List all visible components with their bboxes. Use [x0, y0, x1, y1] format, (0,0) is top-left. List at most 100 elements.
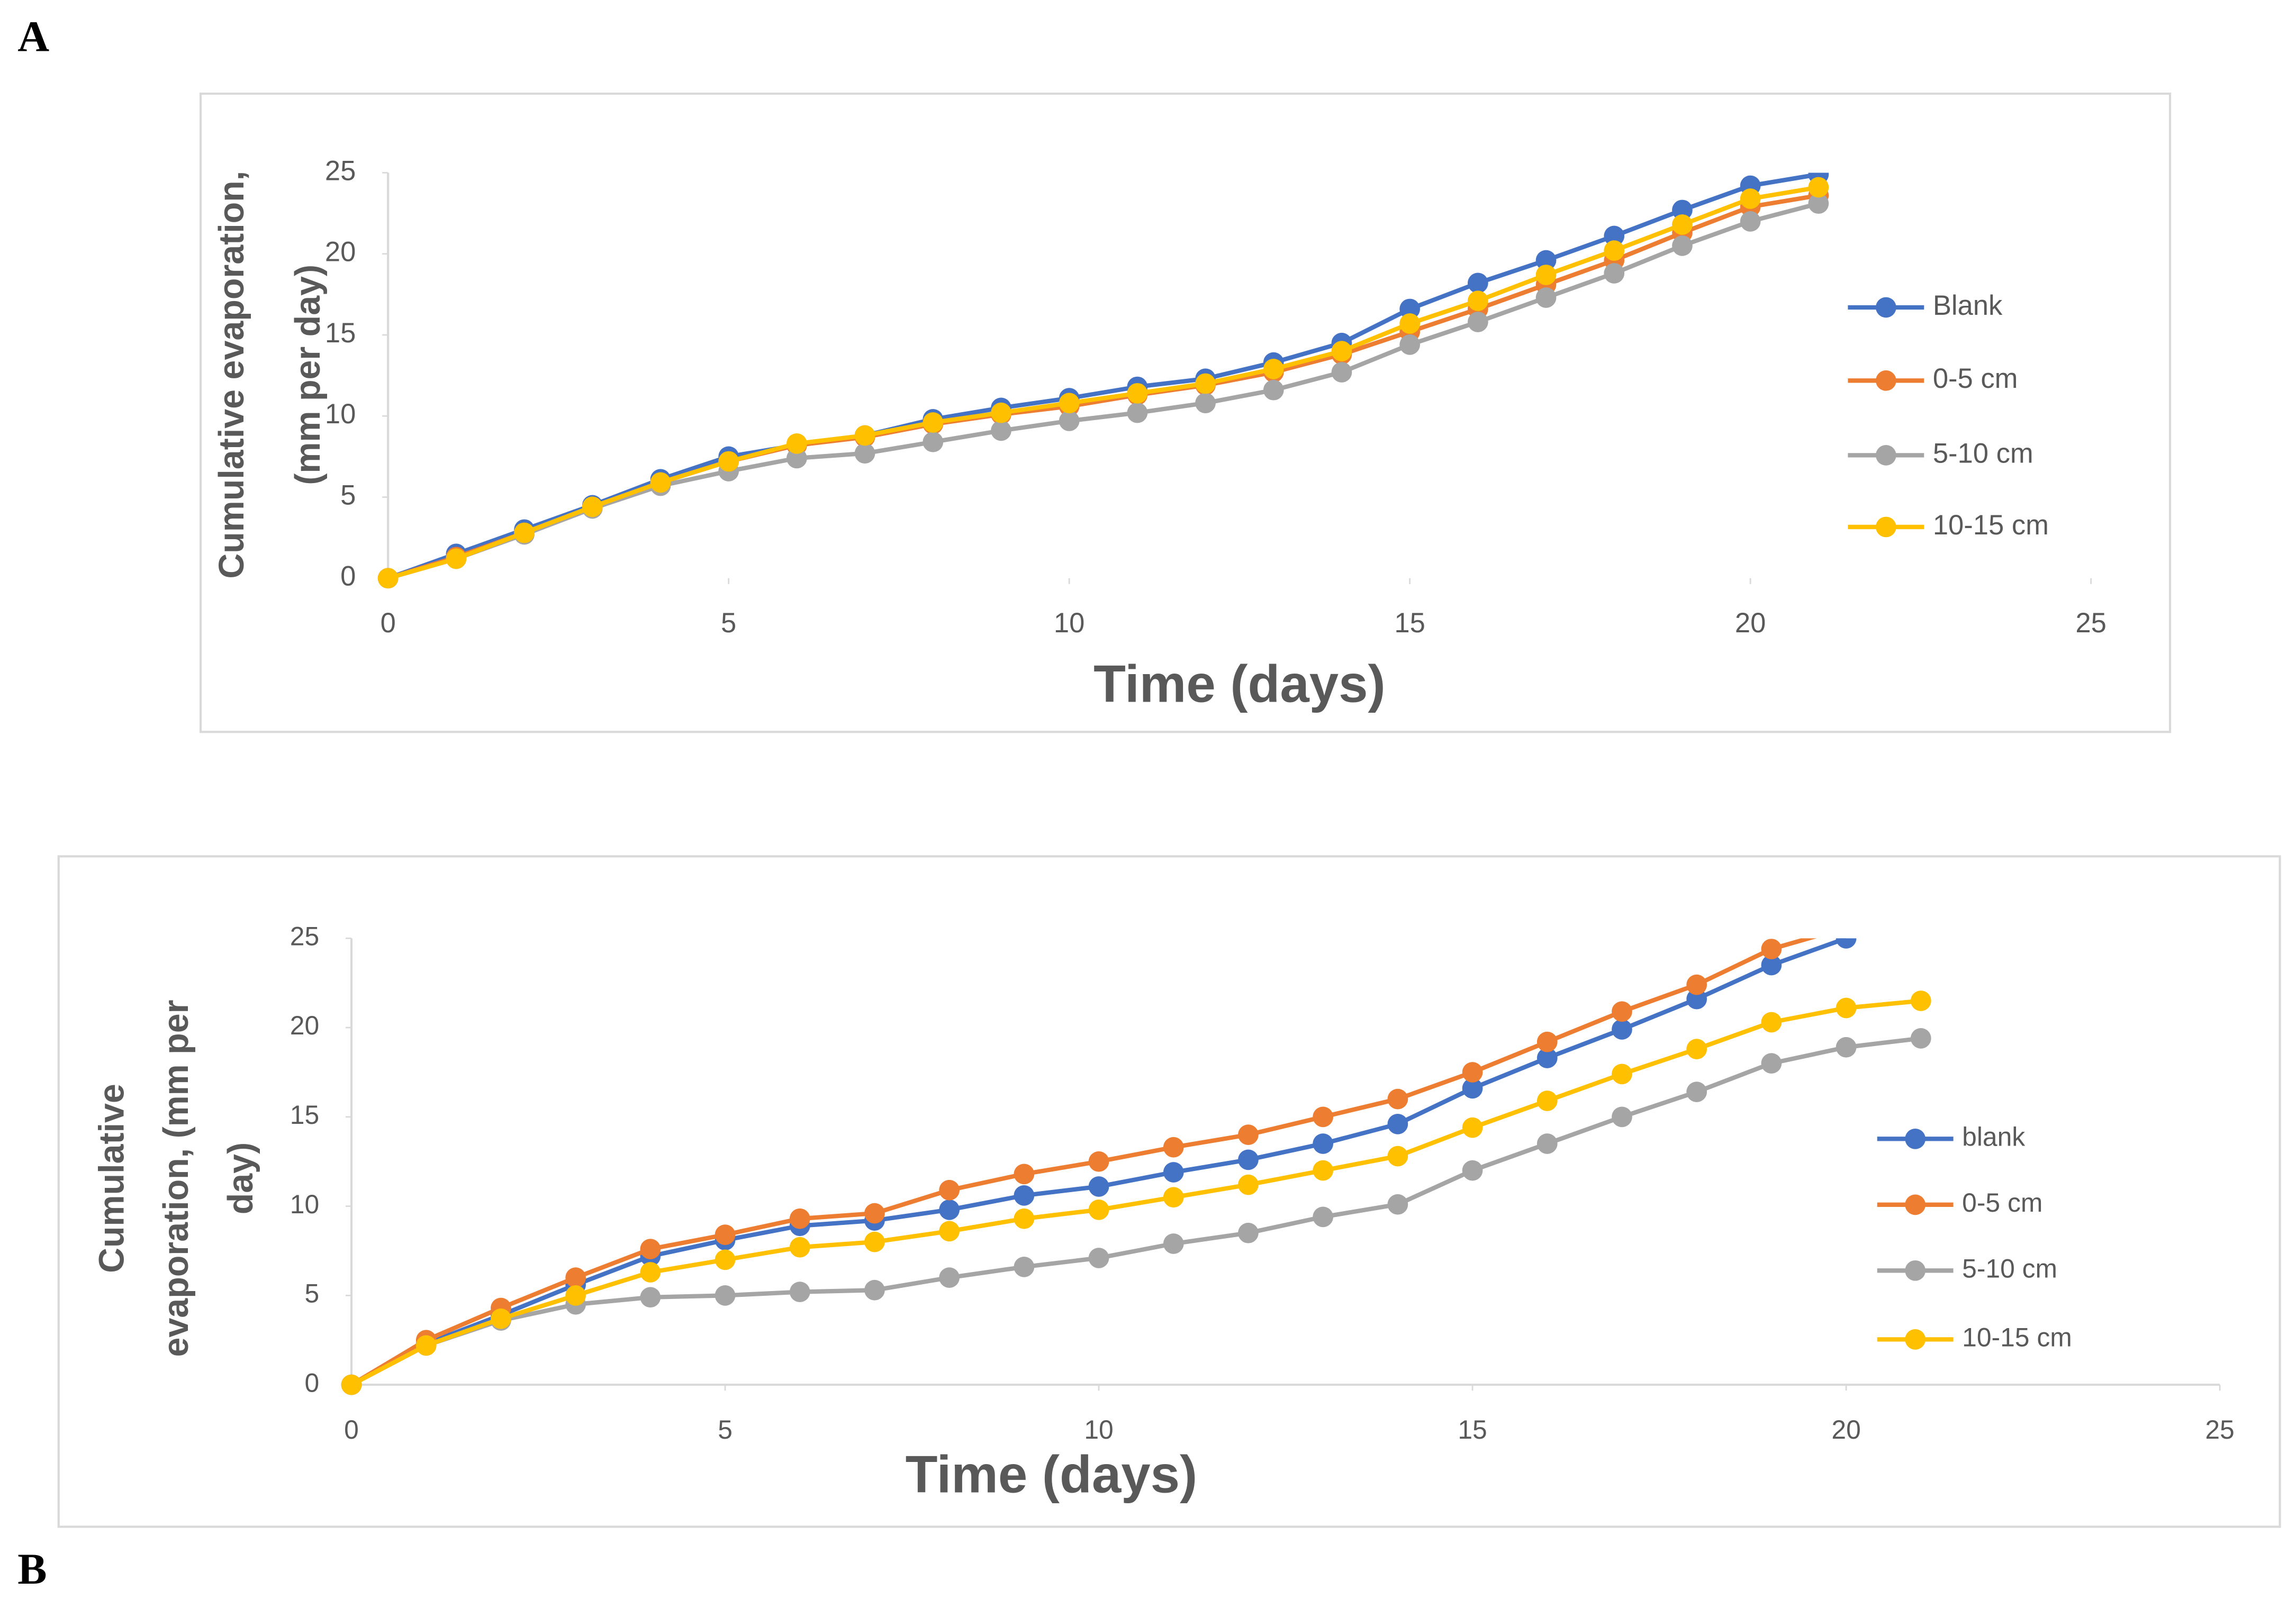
data-point [789, 1208, 810, 1229]
panel-label: A [17, 12, 49, 61]
y-tick-label: 20 [290, 1011, 319, 1040]
data-point [864, 1203, 885, 1224]
panel-label: B [17, 1545, 47, 1593]
data-point [1238, 1222, 1259, 1243]
data-point [1604, 263, 1625, 284]
data-point [1127, 402, 1148, 423]
data-point [1686, 988, 1707, 1010]
data-point [1536, 1048, 1558, 1068]
data-point [1014, 1185, 1035, 1206]
series-line [387, 185, 1819, 580]
data-point [1836, 1037, 1857, 1058]
x-axis-label: Time (days) [1093, 655, 1386, 714]
chart-panel: B 0 5 10 15 20 25 0 5 10 15 20 25 Time (days) Cumulati… [17, 855, 2281, 1593]
y-tick-label: 0 [340, 561, 356, 592]
data-point [1014, 1208, 1035, 1229]
data-point [1761, 1012, 1782, 1033]
data-point [1088, 1199, 1109, 1220]
data-point [1088, 1176, 1109, 1197]
series-line [350, 998, 1921, 1387]
data-point [1088, 1248, 1109, 1268]
data-point [1014, 1256, 1035, 1277]
series-line [350, 1036, 1921, 1387]
data-point [650, 472, 671, 493]
data-point [1238, 1174, 1259, 1195]
data-point [1088, 1151, 1109, 1172]
legend-marker [1875, 516, 1896, 538]
data-point [565, 1285, 586, 1306]
data-point [1612, 1064, 1632, 1085]
x-tick-label: 20 [1735, 607, 1766, 639]
x-tick-label: 20 [1831, 1415, 1860, 1445]
legend-marker [1905, 1128, 1926, 1149]
data-point [864, 1279, 885, 1301]
data-point [1313, 1106, 1334, 1128]
data-point [565, 1267, 586, 1288]
x-tick-label: 0 [381, 607, 396, 639]
y-axis-label: Cumulative evaporation, [212, 171, 251, 579]
data-point [939, 1199, 960, 1220]
y-tick-label: 5 [340, 479, 356, 511]
data-point [1399, 298, 1421, 320]
chart-panel: A 0 5 10 15 20 25 0 5 10 15 20 25 Time (days) Cumulati… [17, 12, 2172, 733]
y-axis-label: day) [221, 1142, 260, 1214]
data-point [1263, 358, 1284, 379]
data-point [923, 431, 944, 452]
data-point [1535, 287, 1557, 308]
data-point [1313, 1133, 1334, 1154]
chart-frame [199, 92, 2172, 733]
data-point [514, 522, 535, 543]
data-point [939, 1267, 960, 1288]
data-point [1313, 1160, 1334, 1181]
y-axis-label: Cumulative [92, 1084, 131, 1273]
data-point [787, 448, 807, 469]
x-tick-label: 25 [2205, 1415, 2234, 1445]
data-point [1059, 393, 1080, 414]
data-point [1536, 1133, 1558, 1154]
data-point [991, 402, 1011, 423]
x-axis-label: Time (days) [906, 1445, 1198, 1504]
data-point [1163, 1162, 1184, 1183]
y-tick-label: 15 [290, 1100, 319, 1130]
data-point [1910, 1028, 1931, 1049]
data-point [640, 1262, 661, 1283]
data-point [1686, 1039, 1707, 1059]
data-point [415, 1335, 437, 1356]
series-line [387, 172, 1819, 580]
y-tick-label: 15 [325, 317, 356, 349]
data-point [1399, 313, 1421, 334]
data-point [1761, 955, 1782, 976]
data-point [1672, 235, 1693, 256]
x-tick-label: 25 [2075, 607, 2106, 639]
y-tick-label: 20 [325, 237, 356, 268]
data-point [864, 1231, 885, 1252]
data-point [640, 1239, 661, 1259]
legend-marker [1875, 297, 1896, 318]
data-point [991, 420, 1011, 441]
data-point [1462, 1062, 1483, 1083]
x-tick-label: 10 [1084, 1415, 1113, 1445]
series-line [387, 201, 1819, 580]
y-axis-label: (mm per day) [288, 265, 328, 485]
data-point [854, 443, 875, 464]
data-point [1467, 272, 1488, 294]
data-point [1313, 1206, 1334, 1228]
data-point [446, 548, 467, 569]
data-point [1263, 379, 1284, 401]
y-tick-label: 25 [325, 155, 356, 186]
data-point [1808, 177, 1829, 198]
y-tick-label: 10 [325, 398, 356, 430]
y-tick-label: 0 [304, 1368, 319, 1397]
legend-marker [1905, 1329, 1926, 1350]
data-point [1604, 240, 1625, 261]
data-point [1462, 1117, 1483, 1138]
data-point [640, 1287, 661, 1308]
data-point [923, 412, 944, 433]
data-point [939, 1221, 960, 1242]
legend-label: 0-5 cm [1933, 363, 2018, 394]
data-point [1672, 214, 1693, 235]
data-point [1238, 1149, 1259, 1170]
data-point [491, 1308, 511, 1329]
